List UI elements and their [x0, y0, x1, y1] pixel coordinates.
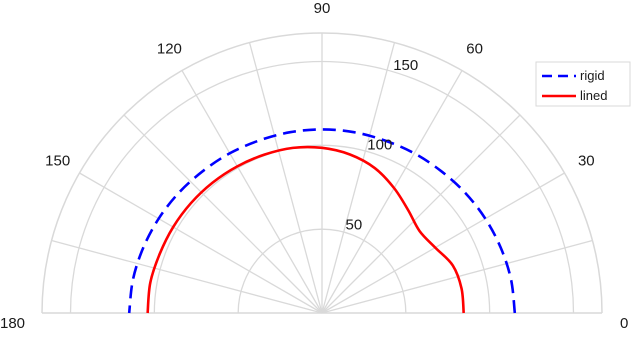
theta-tick-label-150: 150	[45, 152, 70, 169]
theta-tick-label-30: 30	[578, 152, 595, 169]
legend: rigid lined	[535, 61, 631, 107]
legend-label-rigid: rigid	[580, 68, 605, 83]
r-tick-label-100: 100	[367, 137, 392, 154]
angular-spoke-75	[321, 42, 396, 314]
theta-tick-label-60: 60	[466, 41, 483, 58]
angular-spoke-30	[321, 172, 565, 314]
theta-tick-label-180: 180	[0, 315, 25, 332]
series-line-rigid	[127, 128, 517, 314]
angular-spoke-120	[181, 70, 323, 314]
grid-layer	[41, 32, 603, 314]
angular-spoke-150	[79, 172, 323, 314]
series-line-lined	[146, 145, 465, 314]
angular-spoke-45	[321, 114, 521, 314]
angular-spoke-105	[248, 42, 323, 314]
r-tick-label-150: 150	[393, 57, 418, 74]
label-layer: 0 30 60 90 120 150 180 50 100 150	[0, 0, 628, 332]
series-layer	[127, 128, 517, 314]
angular-spoke-135	[123, 114, 323, 314]
angular-spoke-60	[321, 70, 463, 314]
angular-spoke-165	[51, 239, 323, 314]
legend-box	[535, 61, 631, 107]
theta-tick-label-0: 0	[620, 315, 628, 332]
theta-tick-label-90: 90	[314, 0, 331, 17]
theta-tick-label-120: 120	[157, 41, 182, 58]
r-tick-label-50: 50	[346, 216, 363, 233]
legend-label-lined: lined	[580, 88, 607, 103]
